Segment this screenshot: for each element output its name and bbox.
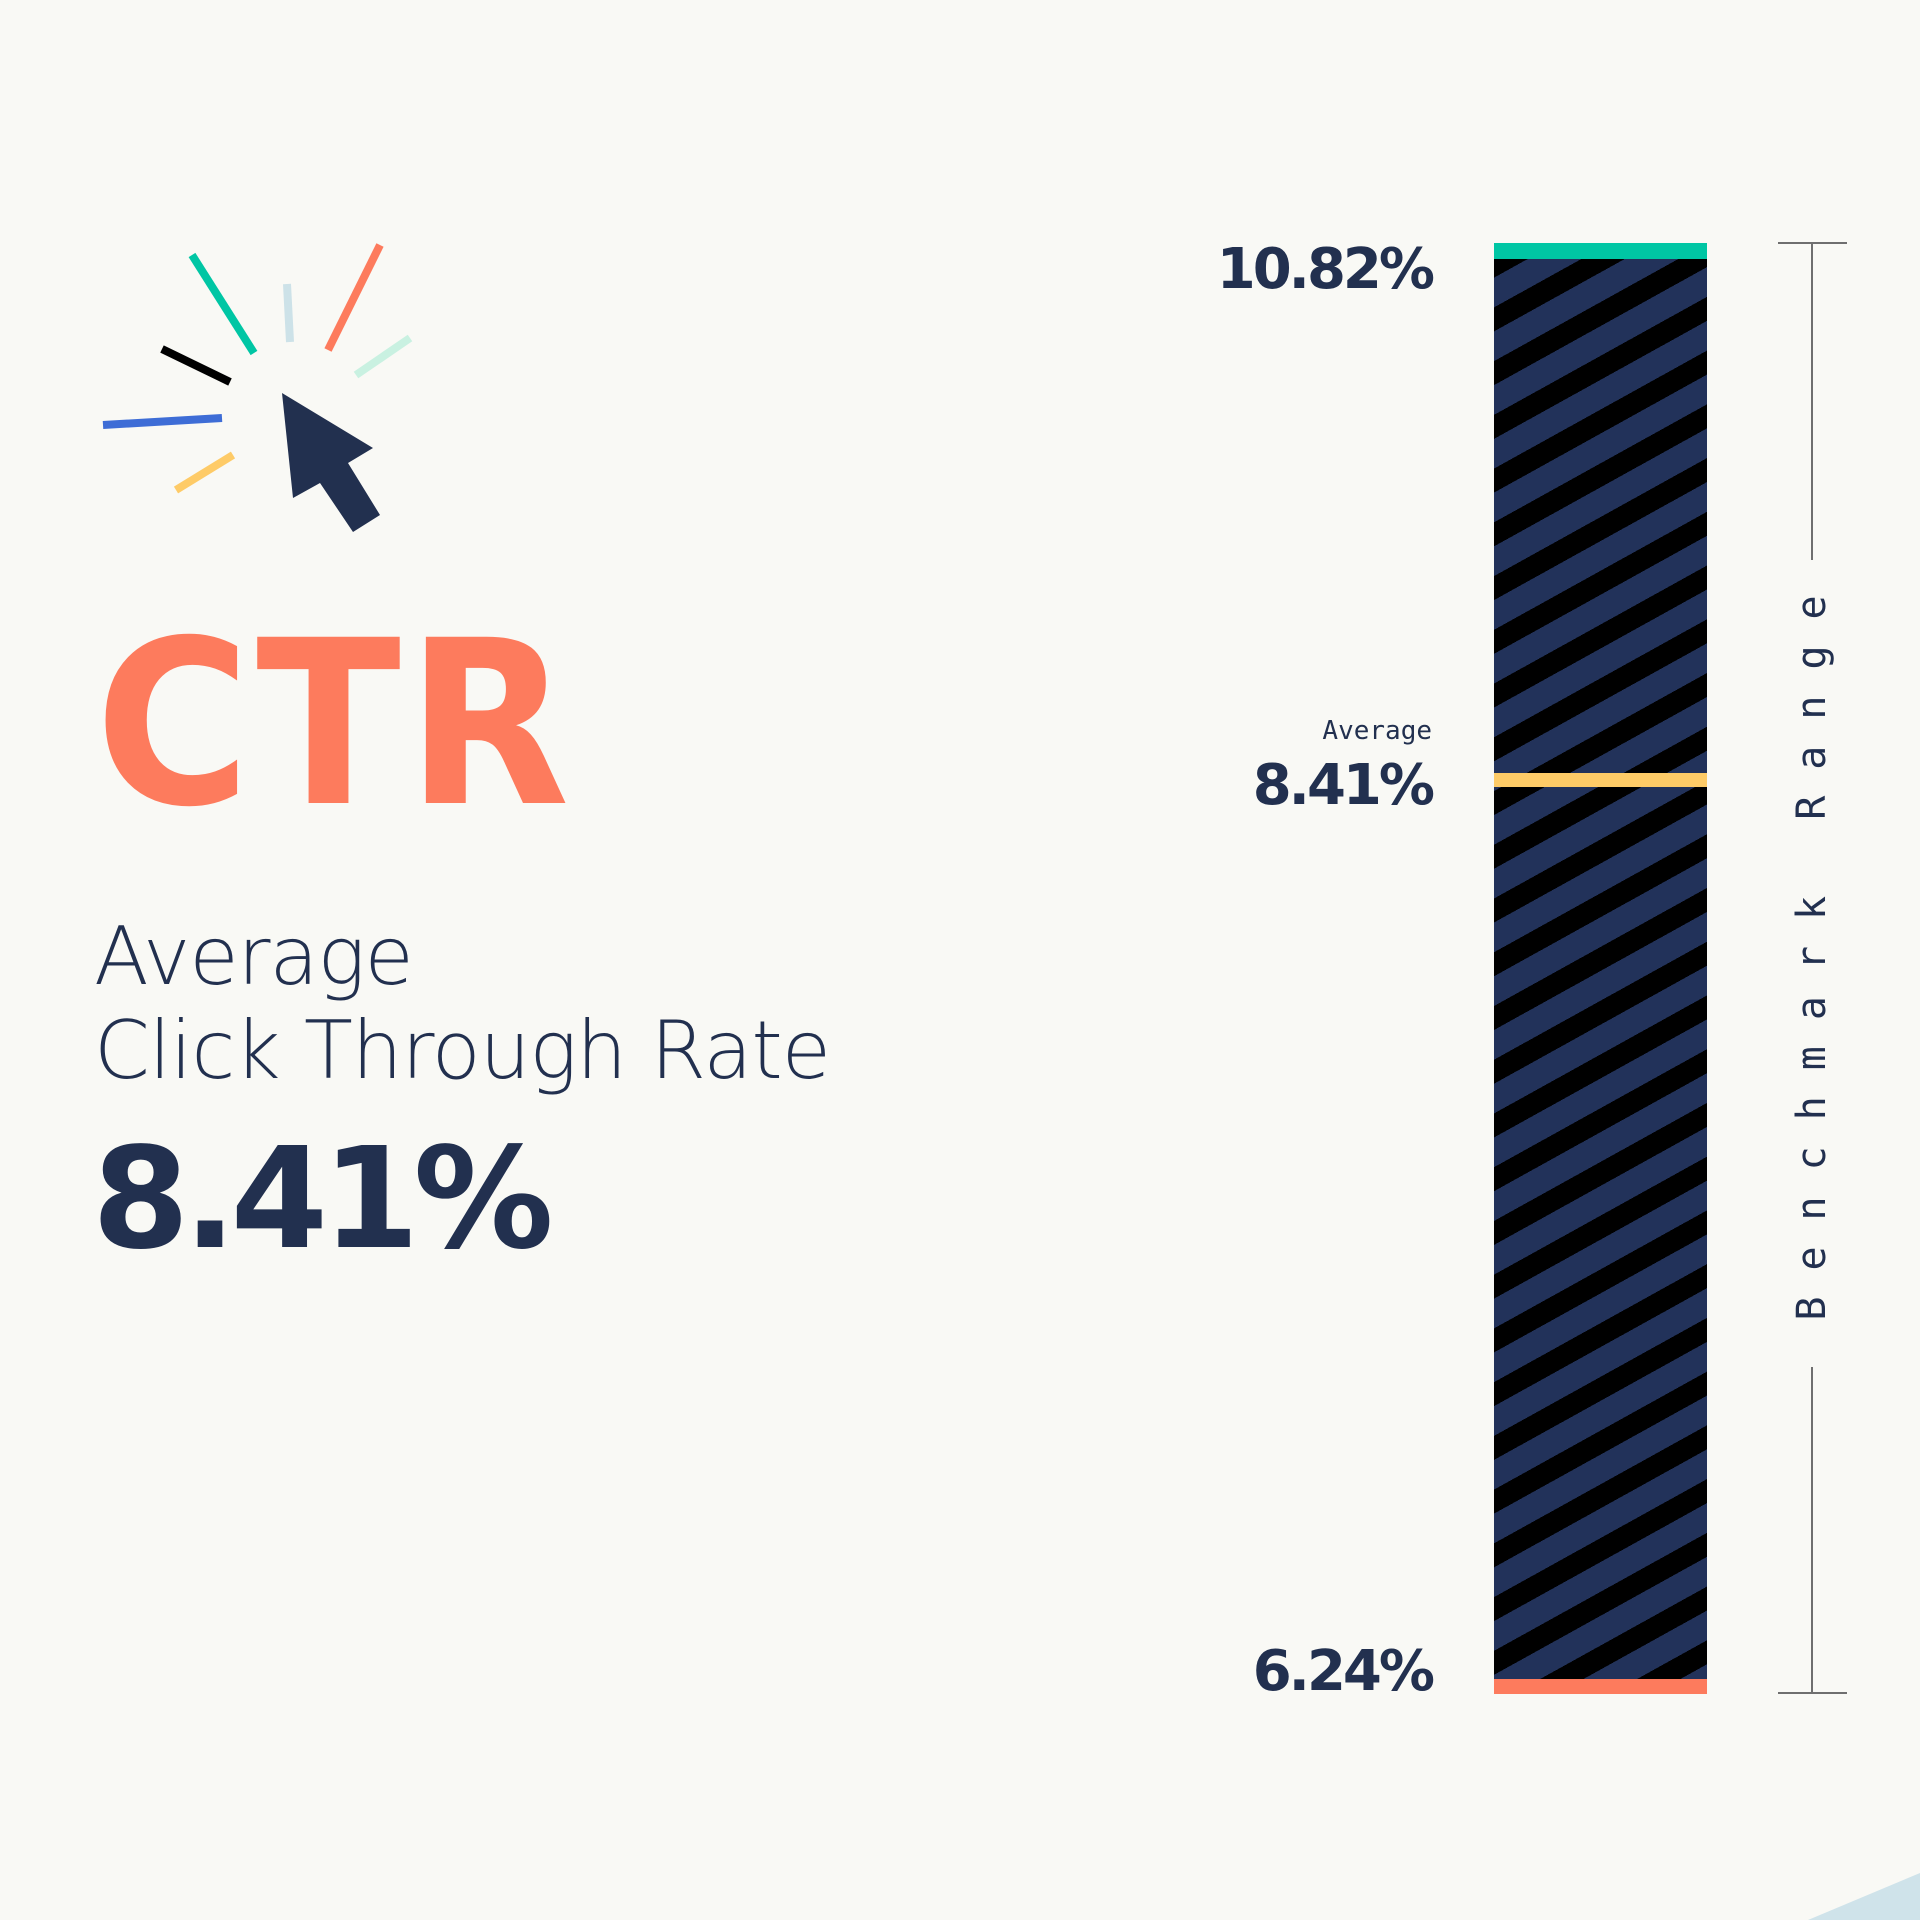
metric-subtitle: Average Click Through Rate — [94, 910, 831, 1098]
burst-line-lightblue — [283, 283, 294, 343]
burst-line-teal — [188, 252, 258, 356]
subtitle-line-1: Average — [94, 910, 414, 1003]
average-marker — [1494, 773, 1707, 787]
burst-line-coral — [324, 243, 384, 352]
bracket-lower-line — [1811, 1367, 1813, 1693]
cursor-arrow-icon — [282, 393, 380, 532]
metric-abbreviation: CTR — [95, 591, 576, 857]
max-marker — [1494, 243, 1707, 259]
burst-line-yellow — [173, 451, 236, 494]
min-marker — [1494, 1679, 1707, 1694]
bracket-upper-line — [1811, 243, 1813, 560]
cursor-click-icon — [102, 243, 413, 532]
max-value-label: 10.82% — [1216, 237, 1435, 302]
burst-line-mint — [353, 334, 413, 379]
average-value-label: 8.41% — [1252, 753, 1435, 818]
metric-value: 8.41% — [92, 1118, 554, 1281]
benchmark-range-label: Benchmark Range — [1789, 569, 1835, 1321]
subtitle-line-2: Click Through Rate — [94, 1004, 831, 1097]
bracket-bottom-tick — [1778, 1692, 1847, 1694]
average-caption: Average — [1322, 716, 1432, 746]
burst-line-black — [160, 345, 232, 386]
burst-line-blue — [102, 414, 223, 429]
benchmark-bar — [1494, 243, 1707, 1694]
min-value-label: 6.24% — [1252, 1639, 1435, 1704]
